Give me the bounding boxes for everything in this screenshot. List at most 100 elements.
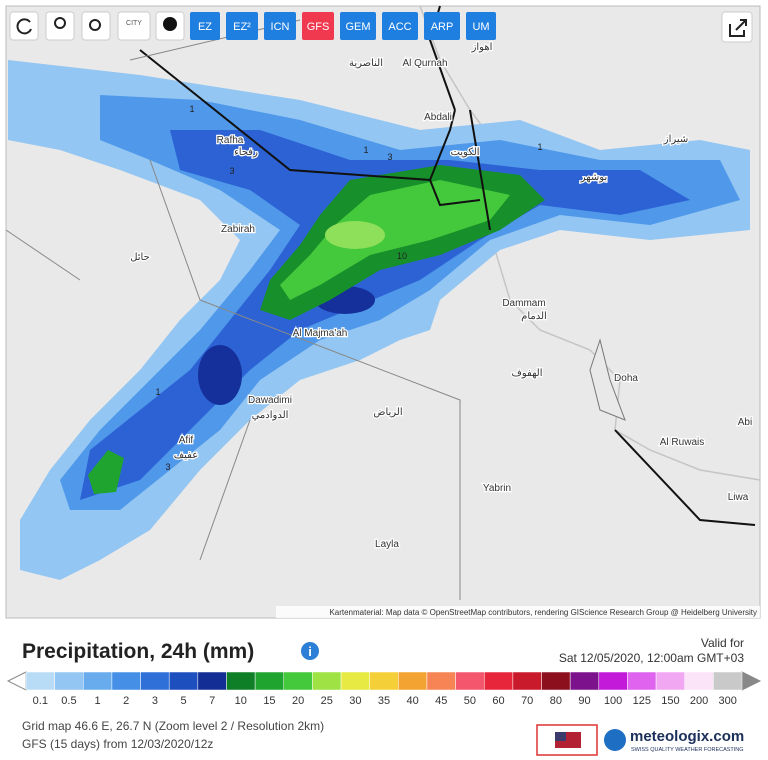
scale-swatch — [655, 671, 685, 691]
map-label: Al Qurnah — [402, 58, 447, 69]
map-label: Layla — [375, 539, 399, 550]
scale-swatch — [283, 671, 313, 691]
scale-swatch — [140, 671, 170, 691]
info-button[interactable] — [301, 642, 319, 660]
model-button-label: EZ — [198, 21, 212, 33]
model-button-label: ICN — [271, 21, 290, 33]
map-label: Rafha — [217, 135, 244, 146]
scale-swatch — [398, 671, 428, 691]
scale-label: 90 — [578, 695, 590, 707]
map-label: Dawadimi — [248, 395, 292, 406]
model-button-label: EZ² — [233, 21, 251, 33]
refresh-button[interactable] — [9, 11, 39, 41]
scale-label: 50 — [464, 695, 476, 707]
map-label: Zabirah — [221, 224, 255, 235]
contour-label: 1 — [189, 104, 194, 114]
zoom-icon — [89, 19, 101, 31]
scale-label: 7 — [209, 695, 215, 707]
scale-swatch — [340, 671, 370, 691]
scale-swatch — [25, 671, 55, 691]
brand-logo — [604, 729, 626, 751]
contour-label: 1 — [537, 142, 542, 152]
scale-arrow — [741, 671, 762, 691]
scale-swatch — [168, 671, 199, 691]
scale-swatch — [83, 671, 113, 691]
contour-label: 3 — [229, 166, 234, 176]
scale-label: 35 — [378, 695, 390, 707]
border — [614, 429, 756, 526]
scale-label: 0.5 — [61, 695, 76, 707]
contour-label: 3 — [387, 152, 392, 162]
scale-arrow — [6, 671, 27, 691]
scale-label: 15 — [263, 695, 275, 707]
map-label: عفيف — [174, 450, 198, 461]
scale-swatch — [713, 671, 743, 691]
scale-swatch — [226, 671, 256, 691]
attribution: Kartenmaterial: Map data © OpenStreetMap… — [329, 608, 757, 617]
info-icon: i — [308, 644, 312, 659]
scale-swatch — [541, 671, 571, 691]
model-button[interactable] — [424, 12, 460, 40]
map-label: Yabrin — [483, 483, 511, 494]
model-button[interactable] — [340, 12, 376, 40]
share-button[interactable] — [721, 11, 753, 43]
map-label: Al Majma'ah — [293, 328, 348, 339]
map-label: الدوادمي — [252, 410, 289, 421]
map-label: الدمام — [521, 311, 547, 322]
city-button[interactable] — [117, 11, 151, 41]
scale-swatch — [627, 671, 657, 691]
toolbar: CITY EZ EZ² ICN GFS GEM ACC ARP UM — [9, 11, 753, 43]
precip-area — [325, 221, 385, 249]
model-button[interactable] — [382, 12, 418, 40]
model-info: GFS (15 days) from 12/03/2020/12z — [22, 737, 213, 751]
grid-info: Grid map 46.6 E, 26.7 N (Zoom level 2 / … — [22, 719, 324, 733]
map-label: بوشهر — [580, 172, 607, 183]
marker-icon — [163, 17, 177, 31]
attribution-bg — [276, 606, 760, 618]
legend-title: Precipitation, 24h (mm) — [22, 640, 254, 663]
map-label: Dammam — [502, 298, 545, 309]
map-label: الناصرية — [349, 58, 383, 69]
city-icon: CITY — [126, 20, 142, 27]
share-icon — [729, 19, 747, 37]
scale-swatch — [684, 671, 714, 691]
scale-swatch — [54, 671, 84, 691]
color-scale: 0.1 0.5 1 2 3 5 7 10 15 20 25 30 35 40 45 50 60 70 80 90 100… — [6, 671, 762, 707]
coastline — [419, 5, 761, 481]
scale-swatch — [455, 671, 485, 691]
scale-label: 0.1 — [33, 695, 48, 707]
pin-icon — [54, 17, 66, 29]
scale-swatch — [197, 671, 227, 691]
map-label: اهواز — [471, 42, 493, 53]
scale-label: 150 — [661, 695, 679, 707]
precip-area — [88, 450, 124, 494]
model-button-label: UM — [472, 21, 489, 33]
precip-area — [280, 180, 510, 300]
map-label: Abdali — [424, 112, 452, 123]
model-button-label: ACC — [388, 21, 411, 33]
map-label: حائل — [130, 252, 150, 263]
scale-label: 300 — [719, 695, 737, 707]
model-button[interactable] — [226, 12, 258, 40]
scale-swatch — [483, 671, 514, 691]
model-button[interactable] — [302, 12, 334, 40]
model-button-label: GFS — [307, 21, 330, 33]
model-button-label: GEM — [345, 21, 370, 33]
zoom-button[interactable] — [81, 11, 111, 41]
valid-for: Valid for — [701, 636, 744, 650]
model-button[interactable] — [190, 12, 220, 40]
refresh-icon — [16, 18, 32, 35]
scale-label: 40 — [407, 695, 419, 707]
scale-swatch — [569, 671, 600, 691]
scale-label: 1 — [95, 695, 101, 707]
map-label: الكويت — [450, 147, 479, 158]
model-button[interactable] — [264, 12, 296, 40]
map-label: Al Ruwais — [660, 437, 704, 448]
map-label: Afif — [179, 435, 194, 446]
model-button-label: ARP — [431, 21, 454, 33]
location-button[interactable] — [45, 11, 75, 41]
model-button[interactable] — [466, 12, 496, 40]
